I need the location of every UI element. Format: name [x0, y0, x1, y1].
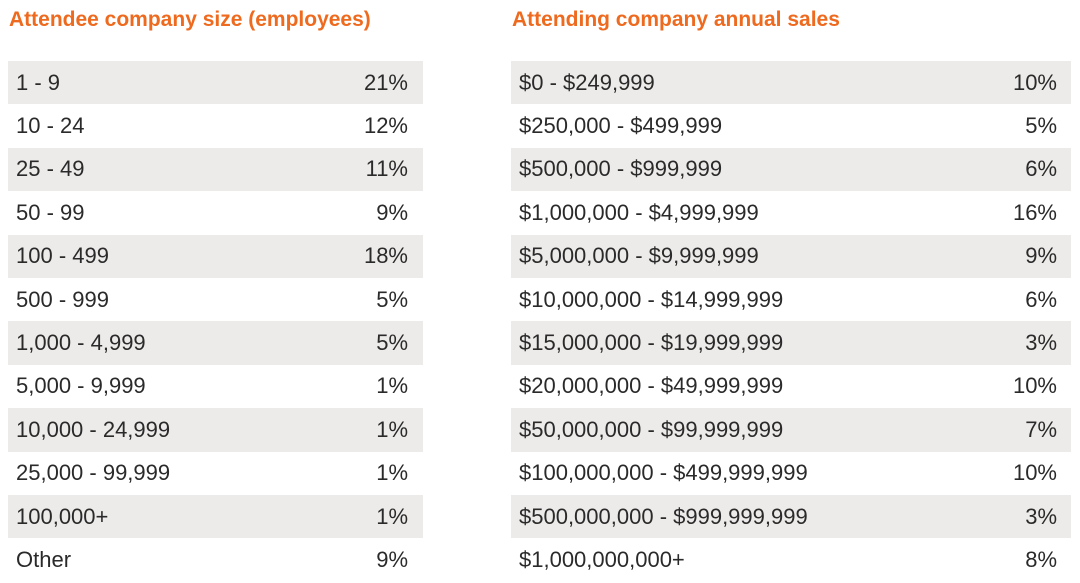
sales-table: $0 - $249,999 10% $250,000 - $499,999 5%… [511, 61, 1071, 582]
row-value: 1% [376, 503, 408, 529]
row-label: 100,000+ [16, 503, 109, 529]
row-label: 25,000 - 99,999 [16, 460, 171, 486]
row-label: 100 - 499 [16, 243, 109, 269]
row-label: 10,000 - 24,999 [16, 416, 171, 442]
row-value: 10% [1012, 460, 1057, 486]
sales-row: $1,000,000,000+ 8% [511, 538, 1071, 582]
row-label: 1,000 - 4,999 [16, 330, 146, 356]
row-label: $50,000,000 - $99,999,999 [519, 416, 784, 442]
row-value: 18% [363, 243, 408, 269]
row-label: $500,000 - $999,999 [519, 156, 723, 182]
row-value: 21% [363, 69, 408, 95]
employees-row: 25 - 49 11% [8, 147, 423, 192]
row-value: 10% [1012, 373, 1057, 399]
sales-title: Attending company annual sales [512, 8, 840, 31]
row-value: 10% [1012, 69, 1057, 95]
row-value: 11% [365, 156, 408, 182]
row-label: 1 - 9 [16, 69, 61, 95]
sales-row: $500,000 - $999,999 6% [511, 147, 1071, 192]
row-value: 5% [376, 330, 408, 356]
row-value: 1% [376, 460, 408, 486]
row-value: 16% [1012, 199, 1057, 225]
employees-row: 25,000 - 99,999 1% [8, 451, 423, 495]
row-value: 5% [1025, 113, 1057, 139]
sales-row: $500,000,000 - $999,999,999 3% [511, 494, 1071, 539]
row-value: 3% [1025, 330, 1057, 356]
employees-row: 500 - 999 5% [8, 277, 423, 322]
sales-row: $20,000,000 - $49,999,999 10% [511, 364, 1071, 409]
sales-row: $250,000 - $499,999 5% [511, 104, 1071, 148]
row-value: 6% [1025, 156, 1057, 182]
employees-table: 1 - 9 21% 10 - 24 12% 25 - 49 11% 50 - 9… [8, 61, 423, 582]
row-label: 25 - 49 [16, 156, 85, 182]
employees-title: Attendee company size (employees) [9, 8, 371, 31]
row-value: 12% [363, 113, 408, 139]
row-label: 50 - 99 [16, 199, 85, 225]
employees-row: 1,000 - 4,999 5% [8, 321, 423, 365]
row-label: $10,000,000 - $14,999,999 [519, 286, 784, 312]
sales-row: $100,000,000 - $499,999,999 10% [511, 451, 1071, 495]
sales-row: $5,000,000 - $9,999,999 9% [511, 234, 1071, 278]
employees-row: 100 - 499 18% [8, 234, 423, 278]
row-label: $0 - $249,999 [519, 69, 655, 95]
row-value: 8% [1025, 546, 1057, 572]
row-value: 9% [376, 199, 408, 225]
row-value: 5% [376, 286, 408, 312]
row-label: $15,000,000 - $19,999,999 [519, 330, 784, 356]
row-label: $100,000,000 - $499,999,999 [519, 460, 808, 486]
row-label: $1,000,000 - $4,999,999 [519, 199, 759, 225]
sales-row: $10,000,000 - $14,999,999 6% [511, 277, 1071, 322]
row-label: $20,000,000 - $49,999,999 [519, 373, 784, 399]
row-label: $250,000 - $499,999 [519, 113, 723, 139]
row-value: 1% [376, 373, 408, 399]
employees-row: 50 - 99 9% [8, 191, 423, 235]
row-value: 3% [1025, 503, 1057, 529]
employees-row: 10,000 - 24,999 1% [8, 408, 423, 452]
employees-row: Other 9% [8, 538, 423, 582]
sales-row: $15,000,000 - $19,999,999 3% [511, 321, 1071, 365]
row-label: 10 - 24 [16, 113, 85, 139]
employees-row: 10 - 24 12% [8, 104, 423, 148]
employees-row: 100,000+ 1% [8, 494, 423, 539]
row-label: $500,000,000 - $999,999,999 [519, 503, 808, 529]
employees-row: 5,000 - 9,999 1% [8, 364, 423, 409]
sales-row: $0 - $249,999 10% [511, 61, 1071, 105]
row-value: 1% [376, 416, 408, 442]
row-label: $5,000,000 - $9,999,999 [519, 243, 759, 269]
employees-row: 1 - 9 21% [8, 61, 423, 105]
row-label: $1,000,000,000+ [519, 546, 685, 572]
row-value: 7% [1025, 416, 1057, 442]
sales-row: $50,000,000 - $99,999,999 7% [511, 408, 1071, 452]
row-value: 6% [1025, 286, 1057, 312]
row-label: 500 - 999 [16, 286, 109, 312]
row-value: 9% [1025, 243, 1057, 269]
row-label: 5,000 - 9,999 [16, 373, 146, 399]
row-label: Other [16, 546, 72, 572]
sales-row: $1,000,000 - $4,999,999 16% [511, 191, 1071, 235]
row-value: 9% [376, 546, 408, 572]
